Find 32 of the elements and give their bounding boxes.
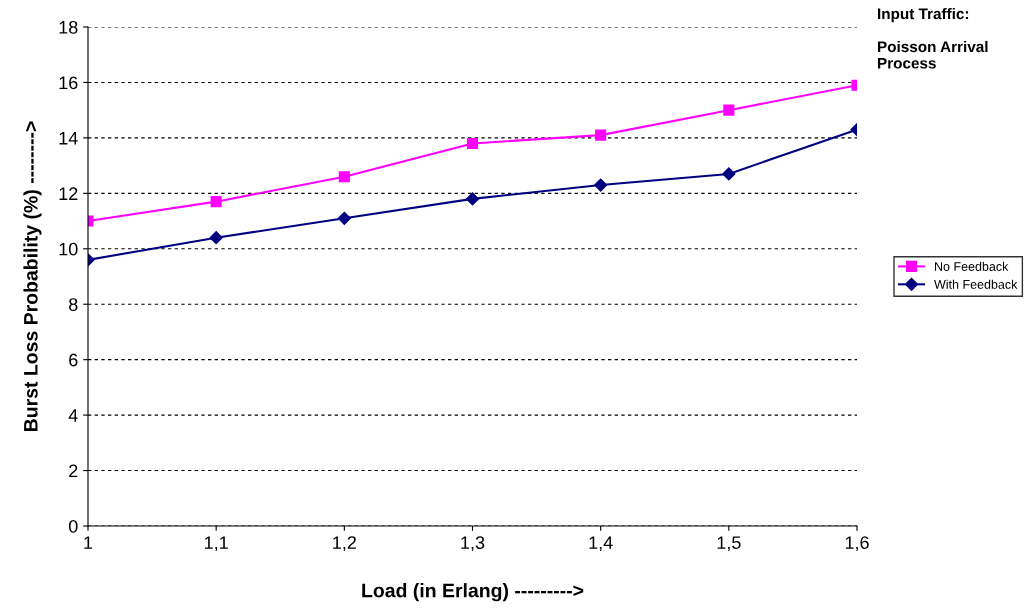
x-tick-label: 1,6	[845, 536, 869, 552]
point	[465, 192, 480, 206]
y-tick-label: 16	[59, 76, 78, 90]
point	[210, 196, 222, 208]
point	[466, 137, 479, 149]
point	[594, 178, 608, 192]
y-tick-label: 4	[68, 409, 78, 422]
y-tick-label: 10	[59, 242, 78, 256]
x-tick-label: 1,5	[717, 536, 741, 552]
y-tick-label: 14	[59, 132, 78, 145]
x-tick-label: 1,3	[461, 536, 485, 552]
point	[338, 171, 350, 183]
point	[595, 129, 607, 141]
y-tick-label: 12	[59, 187, 78, 200]
point	[722, 167, 736, 181]
y-tick-label: 18	[59, 20, 78, 34]
y-tick-label: 8	[69, 298, 78, 311]
y-tick-label: 0	[68, 519, 78, 533]
x-tick-label: 1	[84, 536, 93, 549]
x-axis-title: Load (in Erlang) --------->	[362, 583, 584, 602]
x-tick-label: 1,1	[204, 536, 228, 552]
point	[723, 104, 735, 116]
legend-label: No Feedback	[935, 261, 1009, 271]
x-tick-label: 1,4	[589, 536, 613, 552]
point	[337, 211, 351, 225]
y-tick-label: 2	[69, 464, 78, 478]
text: Input Traffic: Poisson Arrival Process	[878, 8, 988, 69]
point	[209, 231, 223, 245]
x-tick-label: 1,2	[333, 536, 356, 552]
y-axis-title: Burst Loss Probability (%) -------->	[23, 121, 42, 432]
y-tick-label: 6	[69, 353, 78, 367]
legend-label: With Feedback	[934, 279, 1018, 289]
